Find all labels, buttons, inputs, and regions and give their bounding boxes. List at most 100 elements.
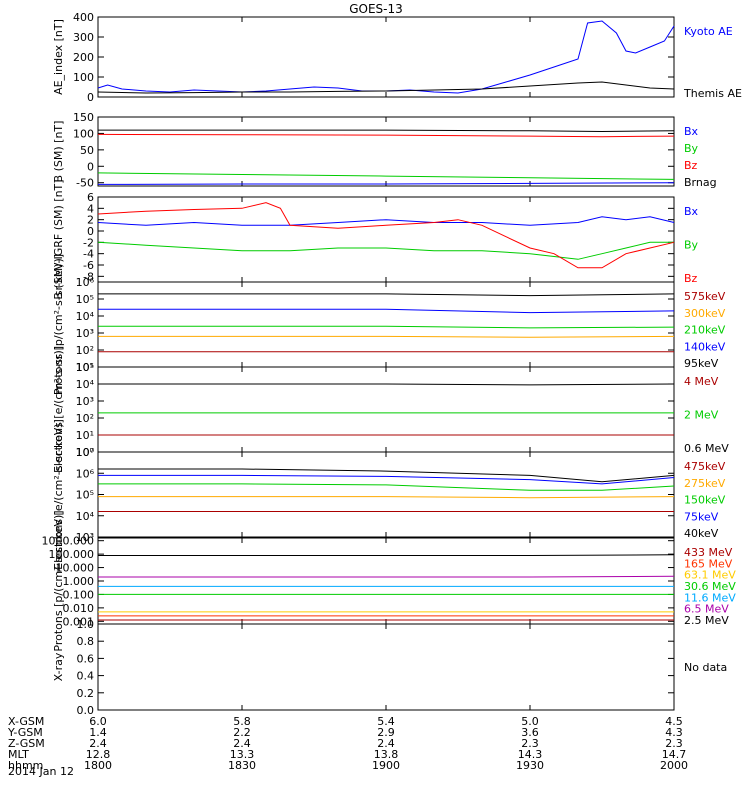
y-tick-label: 10⁵ [76,361,94,374]
legend-entry: 40keV [684,527,719,540]
series-line [98,468,675,483]
legend-entry: Brnag [684,176,717,189]
legend-entry: Themis AE [683,87,742,100]
y-tick-label: 0.2 [77,687,95,700]
series-line [97,133,675,138]
ephem-value: 1.4 [89,726,107,739]
ephem-value: 2000 [660,759,688,772]
no-data-label: No data [684,661,727,674]
y-axis-label: B (SM) [nT] [52,121,65,183]
y-tick-label: 4 [87,202,94,215]
y-tick-label: -2 [83,236,94,249]
legend-entry: 0.6 MeV [684,442,729,455]
panel-frame [97,537,675,625]
ephem-value: 3.6 [521,726,539,739]
legend-entry: 575keV [684,290,726,303]
ephem-value: 2.2 [233,726,251,739]
y-tick-label: 0.8 [77,635,95,648]
y-tick-label: 300 [73,31,94,44]
ephem-value: 5.0 [521,715,539,728]
ephem-value: 2.4 [233,737,251,750]
legend-entry: 300keV [684,307,726,320]
series-line [98,335,675,338]
series-line [98,325,675,329]
y-axis-label: Protons [p/(cm²-s-sr-keV)] [52,510,65,651]
y-tick-label: 50 [80,144,94,157]
ephem-value: 2.9 [377,726,395,739]
y-tick-label: 0.100 [63,588,95,601]
ephem-row-label: MLT [8,748,29,761]
ephem-row-label: X-GSM [8,715,44,728]
series-line [98,383,675,386]
y-tick-label: -50 [76,177,94,190]
series-line [98,483,675,491]
ephemeris-table: X-GSMY-GSMZ-GSMMLThhmm6.01.42.412.818005… [7,715,688,772]
y-tick-label: 10⁵ [76,293,94,306]
legend-entry: 6.5 MeV [684,603,729,616]
panel-5: 10³ 10⁴ 10⁵ 10⁶ 10⁷ Electrons [e/(cm²-s-sr-ke… [52,419,726,570]
y-tick-label: 10⁴ [76,310,95,323]
y-axis-label: Electrons [e/(cm²-s-sr)] [52,346,65,473]
series-line [98,575,675,578]
y-axis-label: X-ray [52,652,65,681]
legend-entry: 75keV [684,510,719,523]
y-tick-label: 0 [87,160,94,173]
legend-entry: Kyoto AE [684,25,733,38]
y-tick-label: 0.010 [63,602,95,615]
series-line [97,216,675,226]
ephem-value: 13.3 [230,748,255,761]
ephem-value: 1930 [516,759,544,772]
series-line [98,308,675,314]
series-line [97,172,675,180]
panel-0: 0 100 200 300 400 AE_index [nT] Kyoto AE Themis… [52,11,742,104]
y-tick-label: 10⁴ [76,510,95,523]
series-line [97,20,675,94]
y-tick-label: 0.001 [63,615,95,628]
y-tick-label: 100 [73,71,94,84]
legend-entry: 30.6 MeV [684,580,736,593]
ephem-value: 13.8 [374,748,399,761]
y-tick-label: 10² [76,412,94,425]
y-tick-label: 2 [87,214,94,227]
y-tick-label: 10¹ [76,361,94,374]
y-tick-label: 400 [73,11,94,24]
ephem-value: 5.4 [377,715,395,728]
ephem-value: 14.3 [518,748,543,761]
y-axis-label: Electrons [e/(cm²-s-sr-keV)] [52,419,65,570]
panel-6: 0.0010.0100.1001.00010.000100.0001000.00… [42,510,737,651]
legend-entry: 165 MeV [684,557,733,570]
y-tick-label: -8 [83,270,94,283]
y-tick-label: 10⁵ [76,489,94,502]
ephem-value: 1900 [372,759,400,772]
y-tick-label: 200 [73,51,94,64]
legend-entry: 63.1 MeV [684,569,736,582]
ephem-value: 2.4 [377,737,395,750]
series-line [98,474,675,485]
y-tick-label: 0.0 [77,704,95,717]
y-tick-label: 100 [73,127,94,140]
ephem-value: 1800 [84,759,112,772]
y-axis-label: AE_index [nT] [52,19,65,95]
ephem-value: 1830 [228,759,256,772]
y-tick-label: 1.0 [77,618,95,631]
y-tick-label: 0.4 [77,670,95,683]
y-axis-label: Protons [p/(cm²-s-sr-keV)] [52,254,65,395]
legend-entry: 4 MeV [684,375,719,388]
ephem-value: 4.5 [665,715,683,728]
y-tick-label: 0.6 [77,652,95,665]
ephem-value: 2.3 [665,737,683,750]
plot-title: GOES-13 [349,2,403,16]
y-tick-label: 10⁶ [76,276,95,289]
y-tick-label: 10³ [76,327,94,340]
series-line [97,241,674,260]
legend-entry: 150keV [684,494,726,507]
legend-entry: Bx [684,125,699,138]
y-tick-label: 1000.000 [42,535,95,548]
y-tick-label: 100.000 [49,548,95,561]
panel-frame [97,451,675,538]
panel-7: 0.0 0.2 0.4 0.6 0.8 1.0 X-ray No data [52,618,727,717]
ephem-value: 2.4 [89,737,107,750]
y-tick-label: 150 [73,111,94,124]
